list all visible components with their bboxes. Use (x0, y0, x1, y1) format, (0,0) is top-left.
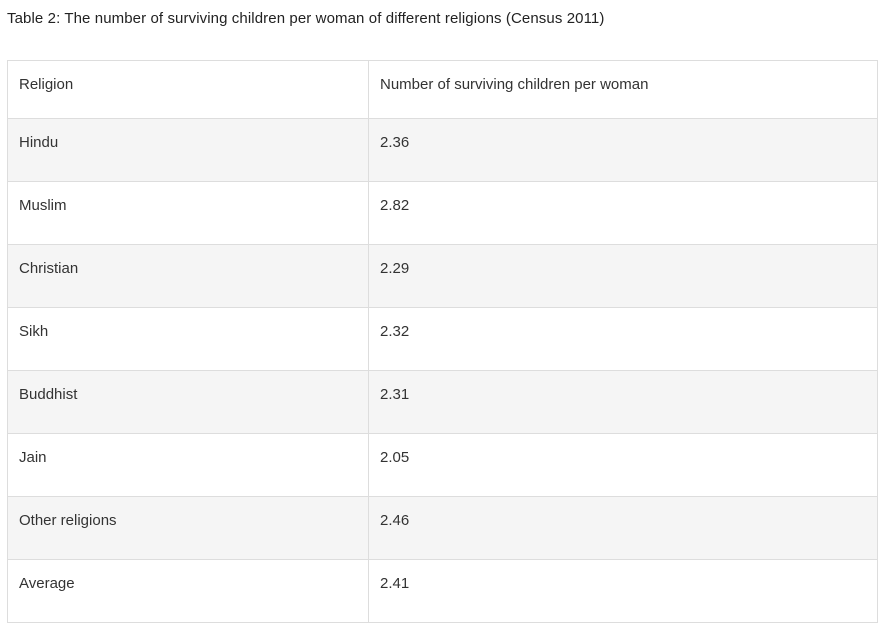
table-row: Christian 2.29 (7, 244, 878, 308)
value-cell: 2.36 (368, 118, 878, 182)
religion-cell: Buddhist (7, 370, 369, 434)
column-header-religion: Religion (7, 60, 369, 119)
religion-cell: Other religions (7, 496, 369, 560)
value-cell: 2.29 (368, 244, 878, 308)
value-cell: 2.46 (368, 496, 878, 560)
table-row: Average 2.41 (7, 559, 878, 623)
religion-cell: Muslim (7, 181, 369, 245)
religion-cell: Hindu (7, 118, 369, 182)
table-row: Jain 2.05 (7, 433, 878, 497)
table-caption: Table 2: The number of surviving childre… (7, 10, 605, 27)
table-row: Other religions 2.46 (7, 496, 878, 560)
table-row: Hindu 2.36 (7, 118, 878, 182)
value-cell: 2.31 (368, 370, 878, 434)
religion-cell: Sikh (7, 307, 369, 371)
religion-cell: Average (7, 559, 369, 623)
value-cell: 2.05 (368, 433, 878, 497)
religion-cell: Christian (7, 244, 369, 308)
header-row: Religion Number of surviving children pe… (7, 60, 878, 119)
table-body: Hindu 2.36 Muslim 2.82 Christian 2.29 Sikh 2.32… (7, 118, 878, 623)
column-header-children-per-woman: Number of surviving children per woman (368, 60, 878, 119)
value-cell: 2.82 (368, 181, 878, 245)
table-row: Muslim 2.82 (7, 181, 878, 245)
religion-cell: Jain (7, 433, 369, 497)
table-row: Buddhist 2.31 (7, 370, 878, 434)
table-row: Sikh 2.32 (7, 307, 878, 371)
value-cell: 2.32 (368, 307, 878, 371)
value-cell: 2.41 (368, 559, 878, 623)
religions-table: Religion Number of surviving children pe… (7, 60, 878, 623)
